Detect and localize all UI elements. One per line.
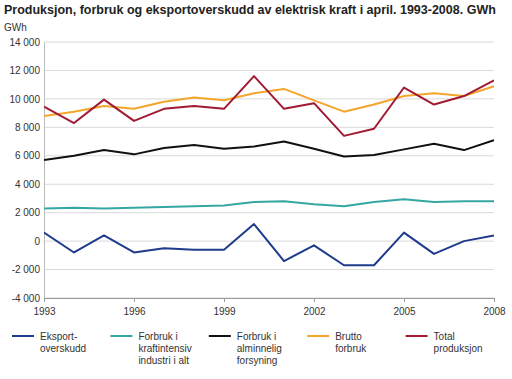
y-tick: 12 000	[9, 65, 44, 76]
y-axis: -4 000 -2 000 0 2 000 4 000 6 000 8 000 10 000 1…	[9, 37, 44, 304]
grid-line	[44, 269, 494, 270]
x-tick-label: 1999	[213, 306, 236, 317]
legend-label: Forbruk ikraftintensivindustri i alt	[138, 331, 191, 366]
y-tick-label: 14 000	[9, 37, 40, 48]
legend-label: Eksport-overskudd	[40, 331, 86, 354]
title: Produksjon, forbruk og eksportoverskudd …	[4, 3, 496, 17]
chart: Produksjon, forbruk og eksportoverskudd …	[0, 0, 512, 379]
y-tick: 14 000	[9, 37, 44, 48]
y-tick-label: 12 000	[9, 65, 40, 76]
x-tick-label: 2002	[303, 306, 326, 317]
x-tick-mark	[224, 298, 225, 302]
x-tick: 1999	[213, 298, 236, 317]
legend-label: Forbruk ialminneligforsyning	[237, 331, 282, 366]
legend-item: Totalproduksjon	[406, 331, 483, 354]
series-line	[44, 224, 494, 265]
x-tick-label: 2005	[393, 306, 416, 317]
y-tick-label: 4 000	[15, 179, 40, 190]
x-tick-mark	[134, 298, 135, 302]
series-line	[44, 199, 494, 208]
legend-item: Eksport-overskudd	[12, 331, 86, 354]
x-tick: 2002	[303, 298, 326, 317]
x-tick-mark	[494, 298, 495, 302]
legend-item: Forbruk ikraftintensivindustri i alt	[110, 331, 191, 366]
series-line	[44, 140, 494, 160]
y-axis-label: GWh	[4, 22, 27, 33]
legend-swatch	[12, 335, 34, 337]
series-line	[44, 76, 494, 136]
x-tick: 1993	[33, 298, 56, 317]
y-tick: 2 000	[15, 207, 44, 218]
y-tick-label: 2 000	[15, 207, 40, 218]
y-tick-label: 0	[34, 236, 40, 247]
y-tick: -2 000	[12, 264, 44, 275]
y-tick: 4 000	[15, 179, 44, 190]
legend-label: Bruttoforbruk	[335, 331, 367, 354]
y-tick: 0	[34, 236, 44, 247]
x-tick: 2005	[393, 298, 416, 317]
legend-swatch	[406, 335, 428, 337]
y-tick: 6 000	[15, 150, 44, 161]
grid-line	[44, 212, 494, 213]
x-axis: 1993 1996 1999 2002 2005 2008	[33, 298, 506, 317]
grid-line	[44, 184, 494, 185]
x-tick-mark	[314, 298, 315, 302]
grid-line	[44, 127, 494, 128]
grid-line	[44, 70, 494, 71]
grid	[44, 42, 494, 298]
y-tick-label: -2 000	[12, 264, 41, 275]
legend-item: Bruttoforbruk	[307, 331, 367, 354]
legend-swatch	[307, 335, 329, 337]
y-tick: -4 000	[12, 293, 44, 304]
grid-line	[44, 42, 494, 43]
legend: Eksport-overskudd Forbruk ikraftintensivi…	[12, 331, 483, 366]
x-tick-label: 1993	[33, 306, 56, 317]
x-tick-mark	[44, 298, 45, 302]
y-tick-label: 10 000	[9, 94, 40, 105]
y-tick: 10 000	[9, 94, 44, 105]
x-tick: 1996	[123, 298, 146, 317]
x-tick-mark	[404, 298, 405, 302]
legend-item: Forbruk ialminneligforsyning	[209, 331, 282, 366]
grid-line	[44, 155, 494, 156]
y-tick-label: -4 000	[12, 293, 41, 304]
legend-swatch	[110, 335, 132, 337]
y-tick-label: 8 000	[15, 122, 40, 133]
x-tick: 2008	[483, 298, 506, 317]
x-tick-label: 2008	[483, 306, 506, 317]
y-axis-line	[44, 43, 45, 299]
legend-label: Totalproduksjon	[434, 331, 483, 354]
y-tick-label: 6 000	[15, 150, 40, 161]
y-tick: 8 000	[15, 122, 44, 133]
legend-swatch	[209, 335, 231, 337]
x-axis-line	[45, 299, 495, 303]
x-tick-label: 1996	[123, 306, 146, 317]
plot-area	[44, 76, 494, 265]
